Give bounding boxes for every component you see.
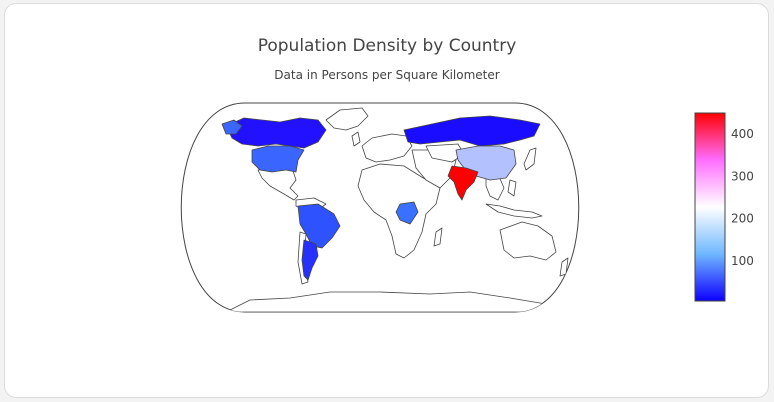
brazil-shape (297, 203, 341, 249)
india-shape (447, 165, 479, 201)
colorbar-tick-label: 400 (731, 127, 754, 141)
colorbar (694, 112, 726, 302)
united-states-shape (251, 145, 305, 173)
chart-title: Population Density by Country (257, 36, 517, 56)
drc-shape (395, 201, 419, 225)
alaska-shape (221, 119, 243, 135)
colorbar-ticks: 100 200 300 400 (731, 127, 754, 268)
chart-subtitle: Data in Persons per Square Kilometer (274, 68, 500, 82)
colorbar-tick-label: 100 (731, 254, 754, 268)
mexico-central-america-shape (257, 167, 299, 201)
colorbar-tick-label: 200 (731, 212, 754, 226)
russia-shape (403, 115, 541, 147)
philippines-shape (507, 179, 517, 197)
colorbar-tick-label: 300 (731, 169, 754, 183)
uk-shape (351, 131, 361, 147)
australia-shape (499, 221, 557, 261)
madagascar-shape (433, 227, 443, 247)
argentina-shape (301, 239, 319, 281)
japan-shape (523, 147, 537, 171)
canada-shape (225, 117, 327, 149)
indonesia-shape (485, 203, 543, 219)
europe-shape (361, 133, 413, 163)
greenland-shape (325, 107, 369, 131)
